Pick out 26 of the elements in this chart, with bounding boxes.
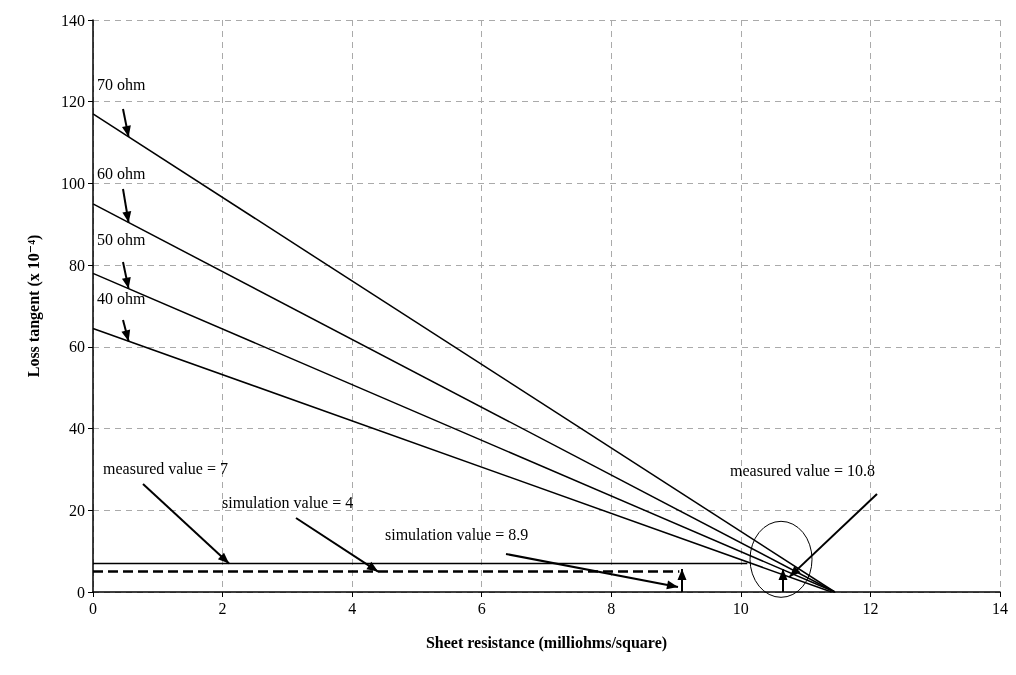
x-tick-label: 6 — [477, 599, 486, 617]
series-label: 70 ohm — [97, 76, 146, 93]
annotation: measured value = 10.8 — [730, 462, 875, 479]
legend-label: 40 ohm — [97, 290, 146, 307]
annotation: simulation value = 4 — [222, 494, 354, 511]
annotation: measured value = 7 — [103, 460, 228, 477]
y-tick-label: 80 — [69, 256, 85, 274]
y-tick-label: 40 — [69, 420, 85, 438]
series-label: 60 ohm — [97, 165, 146, 182]
annotation: simulation value = 8.9 — [385, 526, 529, 543]
legend-label: 50 ohm — [97, 231, 146, 248]
x-tick-label: 14 — [992, 599, 1008, 617]
x-tick-label: 10 — [732, 599, 749, 617]
y-axis-title: Loss tangent (x 10⁻⁴) — [24, 234, 43, 378]
y-tick-label: 140 — [61, 11, 85, 29]
x-tick-label: 4 — [348, 599, 357, 617]
x-tick-label: 12 — [862, 599, 879, 617]
x-tick-label: 2 — [218, 599, 227, 617]
y-tick-label: 20 — [69, 501, 85, 519]
y-tick-label: 120 — [61, 93, 85, 111]
y-tick-label: 60 — [69, 338, 85, 356]
x-tick-label: 0 — [89, 599, 97, 617]
y-tick-label: 0 — [77, 583, 85, 601]
y-tick-label: 100 — [61, 174, 85, 192]
x-axis-title: Sheet resistance (milliohms/square) — [425, 633, 668, 652]
x-tick-label: 8 — [607, 599, 616, 617]
